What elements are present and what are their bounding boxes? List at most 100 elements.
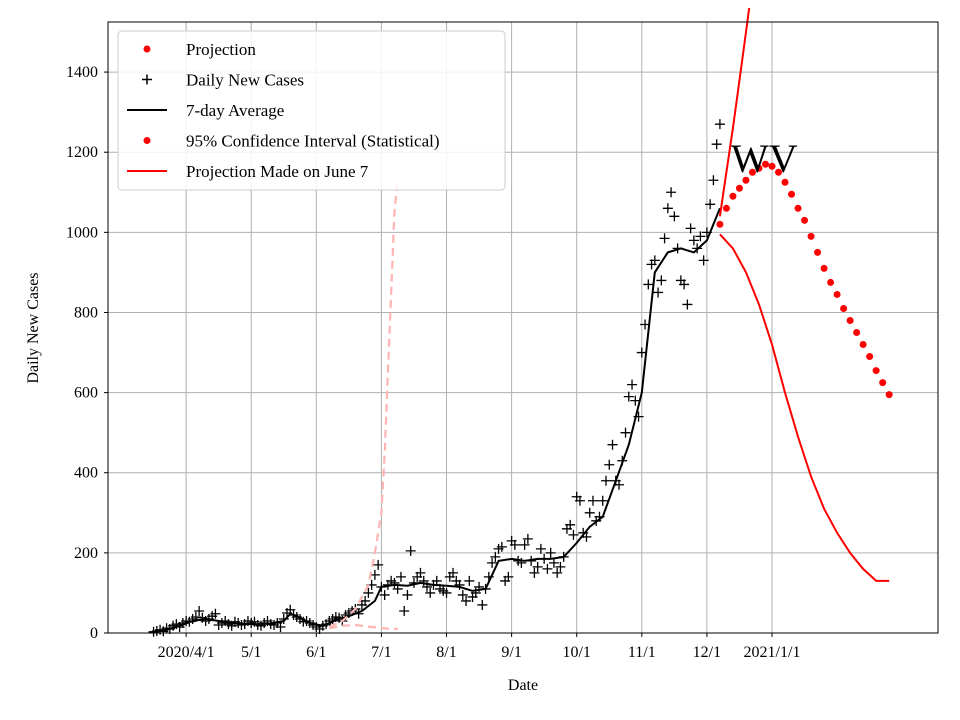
daily-new-cases-point xyxy=(487,557,498,568)
daily-new-cases-point xyxy=(509,539,520,550)
x-tick-label: 2021/1/1 xyxy=(744,644,801,661)
daily-new-cases-point xyxy=(369,569,380,580)
95-confidence-interval-statistical-lower-line xyxy=(719,233,890,582)
state-annotation: WV xyxy=(731,136,798,181)
projection-point xyxy=(846,316,854,324)
x-tick-label: 2020/4/1 xyxy=(158,644,215,661)
x-axis-label: Date xyxy=(508,677,538,694)
daily-new-cases-point xyxy=(548,557,559,568)
daily-new-cases-point xyxy=(529,567,540,578)
daily-new-cases-point xyxy=(685,223,696,234)
daily-new-cases-point xyxy=(682,299,693,310)
projection-point xyxy=(794,204,802,212)
daily-new-cases-point xyxy=(519,539,530,550)
x-tick-label: 7/1 xyxy=(371,644,391,661)
legend-label: Daily New Cases xyxy=(186,71,304,90)
projection-point xyxy=(827,278,835,286)
daily-new-cases-point xyxy=(614,479,625,490)
projection-point xyxy=(820,264,828,272)
projection-point xyxy=(748,168,756,176)
daily-new-cases-point xyxy=(405,545,416,556)
daily-new-cases-point xyxy=(379,589,390,600)
daily-new-cases-point xyxy=(565,519,576,530)
projection-point xyxy=(840,304,848,312)
legend-box xyxy=(117,30,506,191)
x-tick-label: 5/1 xyxy=(241,644,261,661)
legend-label: 7-day Average xyxy=(186,101,284,120)
projection-point xyxy=(742,176,750,184)
projection-point xyxy=(729,192,737,200)
daily-new-cases-point xyxy=(581,531,592,542)
projection-point xyxy=(879,379,887,387)
7-day-average-line xyxy=(153,207,721,634)
projection-point xyxy=(768,162,776,170)
axes-frame xyxy=(107,21,939,634)
daily-new-cases-point xyxy=(679,279,690,290)
projection-made-on-june-7-line xyxy=(328,180,399,629)
daily-new-cases-point xyxy=(653,287,664,298)
daily-new-cases-point xyxy=(607,439,618,450)
daily-new-cases-point xyxy=(698,255,709,266)
projection-point xyxy=(807,232,815,240)
daily-new-cases-point xyxy=(360,595,371,606)
daily-new-cases-point xyxy=(555,561,566,572)
daily-new-cases-point xyxy=(714,119,725,130)
legend-marker xyxy=(142,74,152,85)
daily-new-cases-point xyxy=(278,613,289,624)
daily-new-cases-point xyxy=(623,391,634,402)
projection-point xyxy=(872,367,880,375)
daily-new-cases-point xyxy=(441,587,452,598)
projection-point xyxy=(775,168,783,176)
daily-new-cases-point xyxy=(597,495,608,506)
daily-new-cases-point xyxy=(584,507,595,518)
daily-new-cases-point xyxy=(194,605,205,616)
daily-new-cases-point xyxy=(620,427,631,438)
95-confidence-interval-statistical-line xyxy=(718,7,751,217)
daily-new-cases-point xyxy=(464,575,475,586)
daily-new-cases-point xyxy=(587,495,598,506)
daily-new-cases-point xyxy=(535,543,546,554)
y-tick-label: 800 xyxy=(74,304,98,321)
daily-new-cases-point xyxy=(656,275,667,286)
x-tick-label: 12/1 xyxy=(693,644,721,661)
daily-new-cases-point xyxy=(688,235,699,246)
daily-new-cases-point xyxy=(705,199,716,210)
daily-new-cases-point xyxy=(545,547,556,558)
daily-new-cases-point xyxy=(389,577,400,588)
daily-new-cases-point xyxy=(695,231,706,242)
daily-new-cases-point xyxy=(461,595,472,606)
daily-new-cases-point xyxy=(425,587,436,598)
daily-new-cases-point xyxy=(477,599,488,610)
projection-point xyxy=(866,353,874,361)
daily-new-cases-point xyxy=(373,559,384,570)
daily-new-cases-point xyxy=(669,211,680,222)
daily-new-cases-point xyxy=(532,561,543,572)
series-layer xyxy=(148,7,893,637)
projection-point xyxy=(716,220,724,228)
daily-new-cases-point xyxy=(601,475,611,486)
y-tick-label: 400 xyxy=(74,465,98,482)
y-axis: 0 200 400 600 800 1000 1200 1400 xyxy=(66,64,108,642)
projection-point xyxy=(722,204,730,212)
y-tick-label: 1200 xyxy=(66,144,98,161)
daily-new-cases-point xyxy=(448,567,459,578)
x-tick-label: 11/1 xyxy=(628,644,656,661)
daily-new-cases-point xyxy=(210,608,221,619)
x-tick-label: 6/1 xyxy=(306,644,326,661)
legend-label: Projection xyxy=(186,40,256,59)
daily-new-cases-point xyxy=(630,395,641,406)
daily-new-cases-point xyxy=(363,587,374,598)
projection-point xyxy=(885,391,893,399)
x-axis: 2020/4/1 5/1 6/1 7/1 8/1 9/1 10/1 11/1 12/1 2021/… xyxy=(158,633,801,661)
y-tick-label: 1000 xyxy=(66,224,98,241)
projection-point xyxy=(788,190,796,198)
legend: Projection Daily New Cases 7-day Average 95… xyxy=(117,30,506,191)
daily-new-cases-point xyxy=(662,203,673,214)
daily-new-cases-point xyxy=(708,175,719,186)
daily-new-cases-point xyxy=(659,233,670,244)
daily-new-cases-point xyxy=(395,571,406,582)
daily-new-cases-point xyxy=(568,529,579,540)
daily-new-cases-point xyxy=(503,571,514,582)
projection-point xyxy=(853,329,861,337)
daily-new-cases-point xyxy=(402,589,413,600)
